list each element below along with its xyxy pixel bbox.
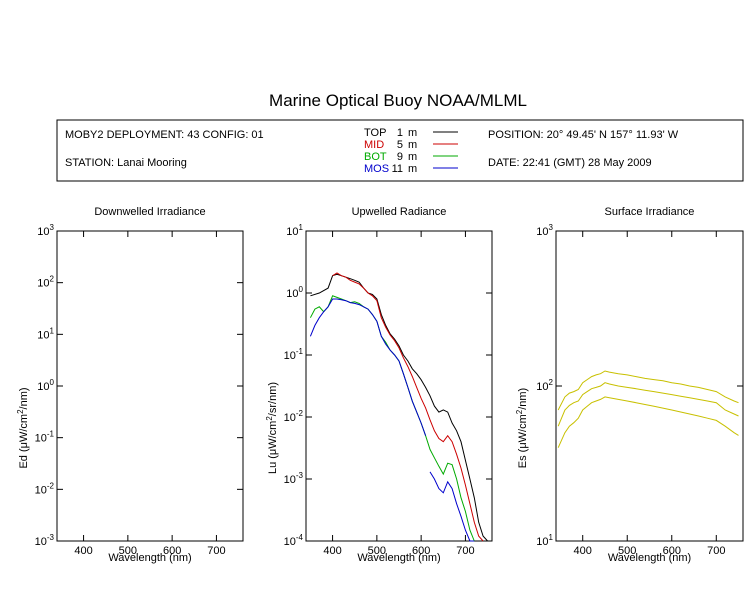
- legend-mid-unit: m: [408, 139, 417, 151]
- chart-panel-1: Downwelled Irradiance 400 500 600 700 10-3 10-…: [16, 206, 244, 564]
- y-tick-label: 101: [286, 223, 303, 238]
- legend-mos-name: MOS: [364, 163, 389, 175]
- legend-entry-mos: MOS 11 m: [364, 163, 458, 175]
- plot-frame: [56, 230, 244, 542]
- legend-bot-name: BOT: [364, 151, 387, 163]
- y-tick-label: 10-3: [35, 533, 55, 548]
- x-tick-label: 500: [368, 545, 386, 557]
- series-line-mos: [309, 298, 427, 436]
- figure-title: Marine Optical Buoy NOAA/MLML: [269, 91, 527, 110]
- x-tick-label: 700: [707, 545, 725, 557]
- series-line-top: [310, 273, 488, 542]
- legend-entry-top: TOP 1 m: [364, 127, 458, 139]
- x-axis-label: Wavelength (nm): [108, 552, 191, 564]
- series-line-es-3: [557, 396, 739, 448]
- x-tick-label: 500: [119, 545, 137, 557]
- y-tick-label: 100: [37, 378, 54, 393]
- x-tick-label: 700: [207, 545, 225, 557]
- legend-bot-unit: m: [408, 151, 417, 163]
- legend-top-depth: 1: [397, 127, 403, 139]
- y-tick-label: 103: [536, 223, 553, 238]
- y-axis-label: Ed (μW/cm2/nm): [16, 387, 30, 468]
- position-text: POSITION: 20° 49.45' N 157° 11.93' W: [488, 129, 679, 141]
- info-box-frame: [56, 119, 744, 182]
- legend-mos-depth: 11: [392, 163, 403, 175]
- legend-mos-unit: m: [408, 163, 417, 175]
- station-text: STATION: Lanai Mooring: [65, 157, 187, 169]
- depth-legend: TOP 1 m MID 5 m BOT 9 m MOS 11 m: [364, 127, 458, 175]
- x-axis-label: Wavelength (nm): [608, 552, 691, 564]
- plot-frame: [555, 230, 744, 542]
- y-tick-label: 10-2: [35, 481, 55, 496]
- chart-panels: Downwelled Irradiance 400 500 600 700 10-3 10-…: [16, 206, 744, 564]
- chart-panel-2: Upwelled Radiance 400 500 600 700 10-4 10-3 10-…: [265, 206, 493, 564]
- legend-mid-name: MID: [364, 139, 384, 151]
- deployment-text: MOBY2 DEPLOYMENT: 43 CONFIG: 01: [65, 129, 264, 141]
- x-tick-label: 600: [663, 545, 681, 557]
- date-text: DATE: 22:41 (GMT) 28 May 2009: [488, 157, 652, 169]
- x-tick-label: 700: [456, 545, 474, 557]
- x-tick-label: 600: [163, 545, 181, 557]
- series-line-mid: [332, 272, 484, 542]
- series-line-es-2: [557, 382, 739, 427]
- legend-top-unit: m: [408, 127, 417, 139]
- x-axis-label: Wavelength (nm): [357, 552, 440, 564]
- legend-entry-bot: BOT 9 m: [364, 151, 458, 163]
- chart-panel-3: Surface Irradiance 400 500 600 700 101 102 103 W…: [515, 206, 744, 564]
- panel-title: Surface Irradiance: [605, 206, 695, 218]
- plot-frame: [305, 230, 493, 542]
- legend-entry-mid: MID 5 m: [364, 139, 458, 151]
- y-tick-label: 10-3: [284, 471, 304, 486]
- y-tick-label: 10-2: [284, 409, 304, 424]
- x-tick-label: 400: [323, 545, 341, 557]
- y-tick-label: 103: [37, 223, 54, 238]
- legend-mid-depth: 5: [397, 139, 403, 151]
- y-axis-label: Lu (μW/cm2/sr/nm): [265, 382, 279, 474]
- series-line-mos: [429, 471, 475, 542]
- panel-title: Upwelled Radiance: [352, 206, 447, 218]
- x-tick-label: 500: [618, 545, 636, 557]
- x-tick-label: 400: [574, 545, 592, 557]
- x-tick-label: 600: [412, 545, 430, 557]
- y-tick-label: 102: [536, 378, 553, 393]
- legend-bot-depth: 9: [397, 151, 403, 163]
- y-tick-label: 101: [37, 326, 54, 341]
- y-tick-label: 102: [37, 275, 54, 290]
- y-tick-label: 101: [536, 533, 553, 548]
- info-box: MOBY2 DEPLOYMENT: 43 CONFIG: 01 STATION:…: [56, 119, 744, 182]
- series-line-es-1: [557, 370, 739, 411]
- panel-title: Downwelled Irradiance: [94, 206, 205, 218]
- y-tick-label: 10-1: [35, 430, 55, 445]
- x-tick-label: 400: [74, 545, 92, 557]
- legend-top-name: TOP: [364, 127, 386, 139]
- y-tick-label: 10-1: [284, 347, 304, 362]
- y-tick-label: 100: [286, 285, 303, 300]
- y-tick-label: 10-4: [284, 533, 304, 548]
- y-axis-label: Es (μW/cm2/nm): [515, 388, 529, 468]
